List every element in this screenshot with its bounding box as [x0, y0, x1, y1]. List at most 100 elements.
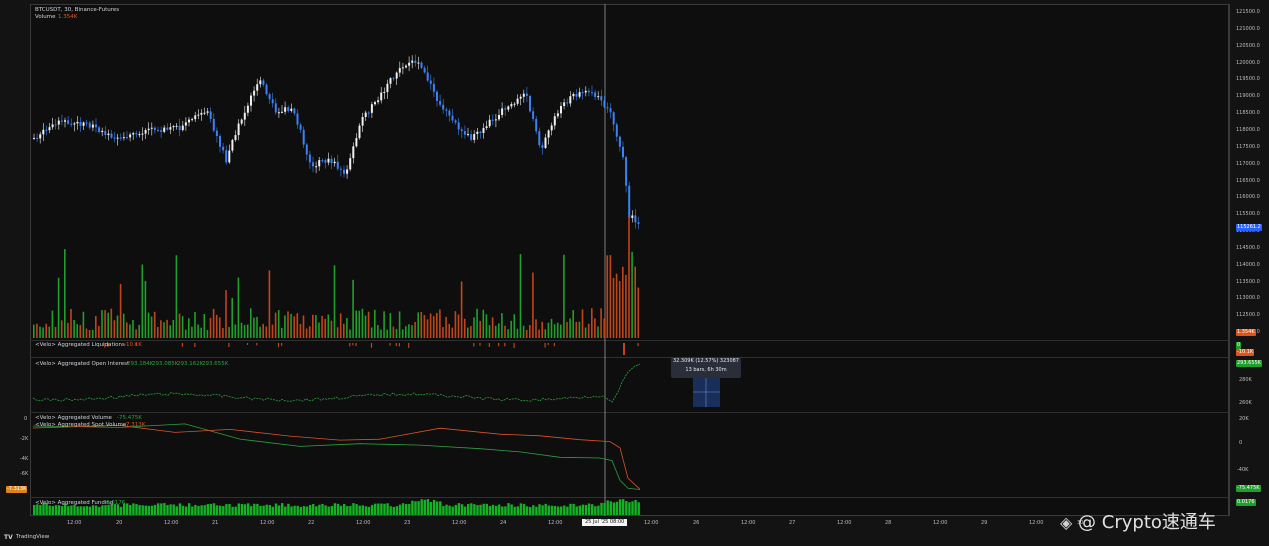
candle-body	[374, 102, 376, 105]
volume-bar	[420, 311, 423, 338]
volume-bar	[532, 272, 534, 338]
pane-separator[interactable]	[30, 412, 1229, 413]
open-interest-legend[interactable]: <Velo> Aggregated Open Interest	[35, 361, 130, 367]
candle-body	[178, 125, 181, 131]
time-axis-label: 20	[116, 520, 123, 526]
volume-bar	[287, 311, 289, 338]
measure-tooltip-line2: 13 bars, 6h 30m	[685, 367, 727, 373]
volume-bar	[209, 317, 212, 338]
candle-body	[473, 134, 476, 140]
volume-bar	[163, 322, 165, 338]
current-price-tag: 115261.2	[1236, 224, 1262, 231]
open-interest-line	[32, 363, 641, 403]
time-axis-label: 21	[212, 520, 219, 526]
funding-bar	[615, 501, 619, 515]
funding-bar	[85, 506, 89, 515]
funding-bar	[349, 505, 352, 515]
candle-body	[628, 185, 631, 218]
volume-bar	[228, 327, 230, 338]
candle-body	[82, 122, 85, 126]
candle-body	[612, 112, 615, 125]
volume-bar	[299, 324, 302, 338]
candle-body	[33, 137, 35, 139]
funding-bar	[253, 503, 256, 515]
pane-separator[interactable]	[30, 497, 1229, 498]
funding-bar	[237, 503, 240, 515]
volume-bar	[470, 326, 472, 338]
candle-body	[538, 131, 541, 146]
symbol-legend[interactable]: BTCUSDT, 30, Binance-Futures	[35, 7, 120, 13]
funding-bar	[618, 499, 622, 515]
candle-body	[302, 129, 305, 145]
candle-body	[119, 137, 122, 139]
funding-bar	[330, 505, 333, 515]
volume-bar	[547, 322, 550, 338]
volume-bar	[231, 297, 233, 338]
volume-bar	[522, 325, 525, 338]
volume-bar	[85, 328, 88, 338]
funding-legend[interactable]: <Velo> Aggregated Funding	[35, 500, 114, 506]
volume-legend[interactable]: Volume	[35, 14, 56, 20]
funding-bar	[426, 499, 430, 515]
funding-bar	[606, 500, 609, 515]
funding-bar	[374, 503, 377, 515]
funding-bar	[488, 505, 492, 515]
volume-bar	[172, 319, 175, 338]
volume-bar	[126, 322, 128, 338]
candle-body	[392, 78, 395, 80]
candle-body	[327, 158, 330, 163]
candle-body	[113, 137, 116, 139]
brand-label[interactable]: TradingView	[16, 534, 50, 540]
volume-bar	[39, 326, 41, 338]
pane-separator[interactable]	[30, 340, 1229, 341]
funding-bar	[107, 504, 110, 515]
time-axis-label: 12:00	[356, 520, 371, 526]
candle-body	[95, 124, 97, 128]
agg-volume-legend[interactable]: <Velo> Aggregated Volume	[35, 415, 112, 421]
volume-bar	[271, 324, 274, 338]
candle-body	[250, 95, 252, 106]
candle-body	[116, 137, 119, 139]
funding-bar	[305, 506, 309, 515]
watermark: ◈ @ Crypto速通车	[1060, 508, 1216, 534]
volume-bar	[70, 308, 72, 338]
tradingview-logo-icon[interactable]: TV	[4, 534, 13, 541]
volume-bar	[144, 281, 147, 338]
funding-bar	[578, 505, 581, 515]
volume-bar	[79, 324, 82, 338]
funding-bar	[587, 503, 591, 515]
candle-body	[215, 130, 218, 137]
volume-bar	[150, 316, 153, 338]
liquidation-bar	[553, 343, 555, 347]
funding-bar	[436, 501, 439, 515]
price-scale[interactable]	[1229, 4, 1266, 516]
candle-body	[432, 83, 435, 92]
pane-separator[interactable]	[30, 357, 1229, 358]
volume-bar	[615, 273, 618, 338]
funding-bar	[612, 502, 616, 515]
candle-body	[318, 160, 321, 167]
funding-bar	[392, 506, 395, 515]
oi-value-2: 293.085K	[152, 361, 179, 367]
volume-bar	[327, 314, 330, 338]
volume-bar	[560, 324, 562, 338]
volume-bar	[333, 265, 336, 338]
liquidation-bar	[544, 343, 546, 348]
funding-bar	[364, 506, 368, 515]
candle-body	[553, 116, 556, 126]
volume-bar	[274, 312, 277, 338]
volume-bar	[423, 315, 426, 338]
volume-bar	[305, 328, 308, 338]
candle-body	[522, 93, 525, 97]
volume-bar	[222, 328, 224, 338]
price-scale-tick: 119500.0	[1236, 76, 1260, 83]
funding-bar	[209, 503, 213, 515]
volume-bar	[48, 326, 51, 338]
funding-bar	[234, 506, 237, 515]
volume-bar	[569, 318, 571, 338]
candle-body	[57, 120, 60, 125]
spot-volume-legend[interactable]: <Velo> Aggregated Spot Volume	[35, 422, 127, 428]
funding-bar	[39, 505, 42, 515]
liquidations-legend[interactable]: <Velo> Aggregated Liquidations	[35, 342, 125, 348]
